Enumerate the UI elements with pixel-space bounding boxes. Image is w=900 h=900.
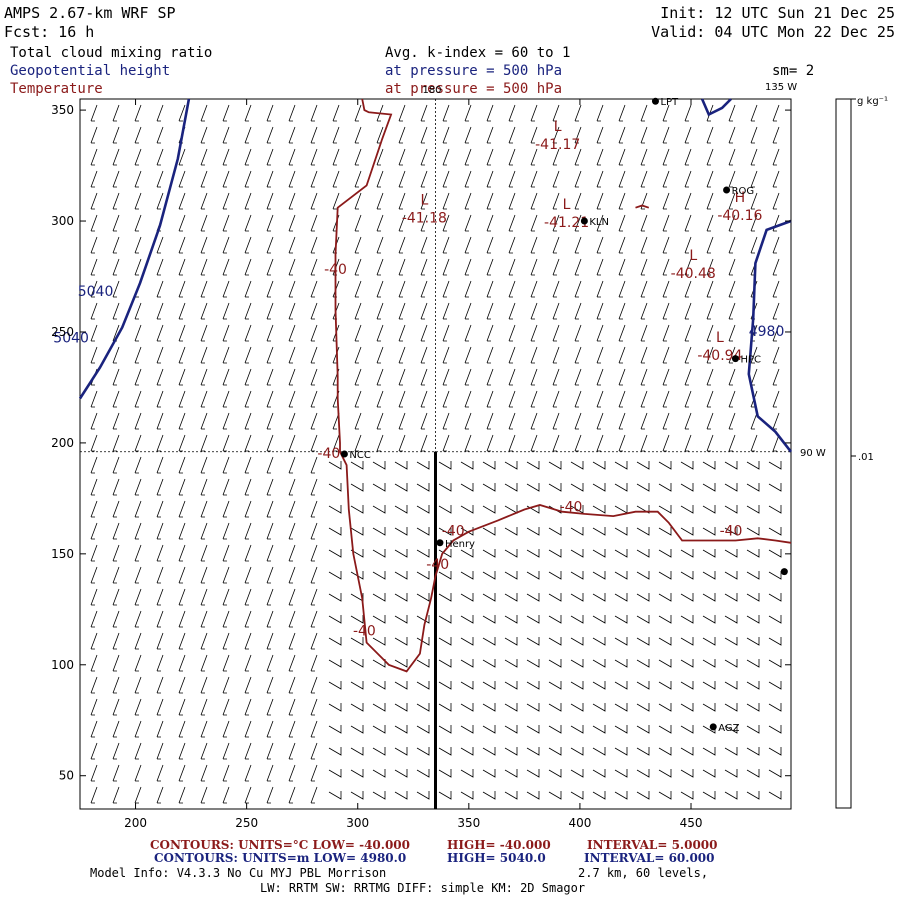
y-axis-ticks: 50 100 150 200 250 300 350	[51, 103, 791, 783]
lon-label-right: 90 W	[800, 448, 826, 459]
valid-time: Valid: 04 UTC Mon 22 Dec 25	[651, 23, 895, 41]
x-tick-label-300: 300	[346, 816, 369, 830]
y-tick-label-250: 250	[51, 325, 74, 339]
station-label-3: HPC	[740, 355, 761, 366]
init-time: Init: 12 UTC Sun 21 Dec 25	[660, 4, 895, 22]
smoothing-label: sm= 2	[772, 63, 814, 79]
field-temp-label: Temperature	[10, 81, 103, 97]
extremum-kind-4: H	[735, 190, 746, 206]
footer-temp-interval: INTERVAL= 5.0000	[587, 838, 718, 852]
field-height-level: at pressure = 500 hPa	[385, 63, 562, 79]
contour-label-7: -40	[426, 557, 449, 573]
lon-label-top: 180	[422, 85, 441, 96]
station-markers: LPT ROG KLN HPC NCC Henry AGZ	[340, 97, 788, 734]
temp-contour-0	[334, 98, 792, 673]
extremum-value-3: -40.48	[671, 266, 716, 282]
y-tick-label-200: 200	[51, 436, 74, 450]
temp-contour-1	[635, 204, 650, 209]
footer-hgt-contours: CONTOURS: UNITS=m LOW= 4980.0	[154, 851, 406, 865]
height-contour-4980-2	[700, 98, 732, 117]
y-tick-label-350: 350	[51, 103, 74, 117]
station-label-0: LPT	[660, 97, 679, 108]
station-label-7: AGZ	[718, 723, 739, 734]
station-dot-0	[651, 97, 659, 105]
y-tick-label-150: 150	[51, 547, 74, 561]
station-dot-4	[340, 450, 348, 458]
colorbar-tick-label: .01	[858, 452, 874, 463]
x-axis-ticks: 200 250 300 350 400 450	[124, 99, 702, 830]
station-dot-7	[709, 723, 717, 731]
x-tick-label-400: 400	[568, 816, 591, 830]
extremum-kind-1: L	[420, 192, 428, 208]
contour-label-3: -40	[324, 262, 347, 278]
station-dot-6	[780, 568, 788, 576]
colorbar-unit: g kg⁻¹	[857, 96, 888, 107]
footer-hgt-interval: INTERVAL= 60.000	[584, 851, 715, 865]
extremum-kind-5: L	[716, 330, 724, 346]
lon-label-top-right: 135 W	[765, 82, 797, 93]
model-title: AMPS 2.67-km WRF SP	[4, 4, 176, 22]
footer-temp-high: HIGH= -40.000	[447, 838, 551, 852]
x-tick-label-200: 200	[124, 816, 147, 830]
wind-barb-field	[90, 104, 782, 804]
station-dot-2	[580, 217, 588, 225]
extremum-value-1: -41.18	[402, 210, 447, 226]
temperature-contours	[334, 98, 792, 673]
footer-hgt-high: HIGH= 5040.0	[447, 851, 546, 865]
field-cloud-label: Total cloud mixing ratio	[10, 45, 212, 61]
height-contour-4980-1	[747, 219, 793, 453]
extremum-kind-3: L	[689, 248, 697, 264]
station-label-1: ROG	[732, 186, 755, 197]
station-label-5: Henry	[445, 539, 475, 550]
y-tick-label-100: 100	[51, 658, 74, 672]
contour-label-8: -40	[353, 624, 376, 640]
x-tick-label-250: 250	[235, 816, 258, 830]
extremum-kind-0: L	[554, 119, 562, 135]
height-contour-5040-0	[78, 98, 191, 400]
footer-model-info-3: LW: RRTM SW: RRTMG DIFF: simple KM: 2D S…	[260, 881, 585, 895]
extremum-value-0: -41.17	[535, 137, 580, 153]
crosshair	[80, 99, 791, 809]
y-tick-label-50: 50	[59, 769, 74, 783]
extremum-value-2: -41.21	[544, 215, 589, 231]
contour-label-6: -40	[442, 524, 465, 540]
x-tick-label-450: 450	[680, 816, 703, 830]
height-contours	[78, 98, 793, 453]
footer-temp-contours: CONTOURS: UNITS=°C LOW= -40.000	[150, 838, 410, 852]
contour-label-5: -40	[560, 499, 583, 515]
station-label-2: KLN	[589, 217, 609, 228]
colorbar	[835, 98, 852, 809]
contour-label-9: -40	[720, 524, 743, 540]
station-dot-1	[723, 186, 731, 194]
field-cloud-level: Avg. k-index = 60 to 1	[385, 45, 570, 61]
contour-label-1: 5040	[53, 331, 89, 347]
station-dot-3	[731, 355, 739, 363]
contour-label-2: 4980	[749, 324, 785, 340]
contour-label-4: -40	[317, 446, 340, 462]
y-tick-label-300: 300	[51, 214, 74, 228]
wind-barbs	[90, 104, 782, 804]
station-label-4: NCC	[349, 450, 370, 461]
x-tick-label-350: 350	[457, 816, 480, 830]
extrema-labels: L -41.17 L -41.18 L -41.21 L -40.48 H -40.16 L -40.…	[402, 119, 763, 364]
field-temp-level: at pressure = 500 hPa	[385, 81, 562, 97]
footer-model-info-2: 2.7 km, 60 levels,	[578, 866, 708, 880]
field-height-label: Geopotential height	[10, 63, 170, 79]
station-dot-5	[436, 539, 444, 547]
extremum-value-4: -40.16	[717, 208, 762, 224]
contour-labels: 5040 5040 4980 -40 -40 -40 -40 -40 -40 -40	[53, 262, 784, 640]
extremum-kind-2: L	[563, 197, 571, 213]
forecast-hour: Fcst: 16 h	[4, 23, 94, 41]
footer-model-info: Model Info: V4.3.3 No Cu MYJ PBL Morriso…	[90, 866, 386, 880]
extremum-value-5: -40.94	[697, 348, 742, 364]
contour-label-0: 5040	[78, 284, 114, 300]
